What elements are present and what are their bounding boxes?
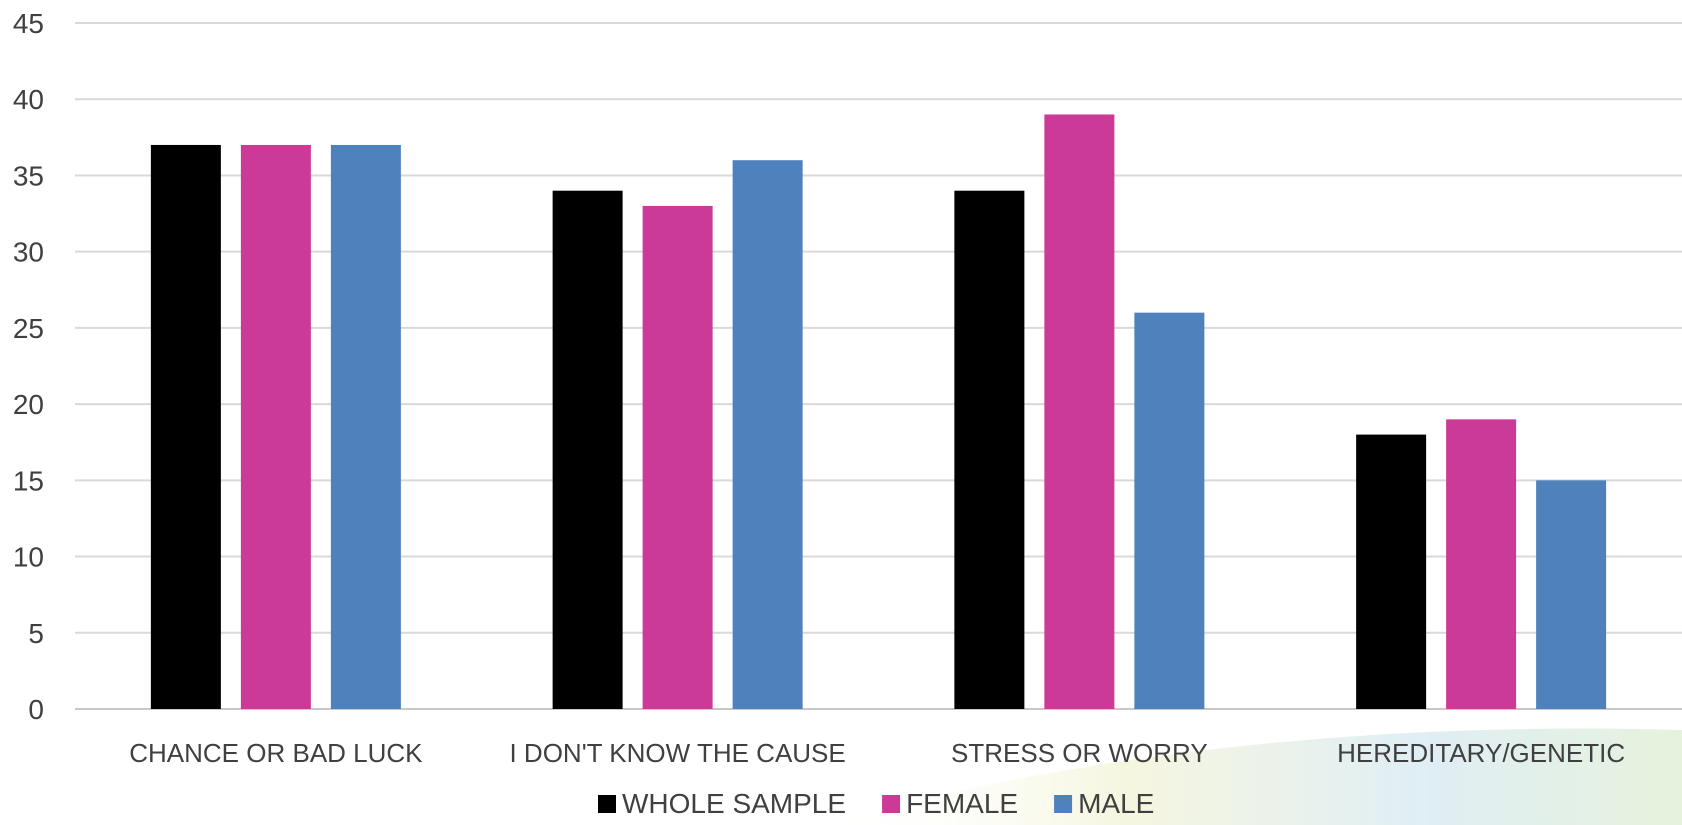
bar-male bbox=[1536, 480, 1607, 709]
y-tick-label: 15 bbox=[13, 465, 44, 496]
y-tick-label: 20 bbox=[13, 389, 44, 420]
gridlines bbox=[75, 22, 1682, 710]
bar-whole-sample bbox=[1356, 434, 1427, 709]
x-category-label: I DON'T KNOW THE CAUSE bbox=[509, 738, 845, 768]
y-tick-label: 0 bbox=[28, 694, 44, 725]
bar-whole-sample bbox=[954, 190, 1025, 709]
x-category-label: HEREDITARY/GENETIC bbox=[1337, 738, 1625, 768]
x-category-label: STRESS OR WORRY bbox=[951, 738, 1208, 768]
y-axis-ticks: 0 5 10 15 20 25 30 35 40 45 bbox=[13, 8, 44, 725]
y-tick-label: 45 bbox=[13, 8, 44, 39]
bar-whole-sample bbox=[150, 144, 221, 709]
y-tick-label: 30 bbox=[13, 237, 44, 268]
x-axis-labels: CHANCE OR BAD LUCK I DON'T KNOW THE CAUSE… bbox=[129, 738, 1625, 768]
legend-swatch-whole-sample bbox=[598, 795, 616, 813]
bar-female bbox=[240, 144, 311, 709]
y-tick-label: 25 bbox=[13, 313, 44, 344]
bar-male bbox=[1134, 312, 1205, 709]
legend-label: FEMALE bbox=[906, 788, 1018, 819]
bar-female bbox=[1044, 114, 1115, 709]
bar-whole-sample bbox=[552, 190, 623, 709]
y-tick-label: 35 bbox=[13, 160, 44, 191]
legend: WHOLE SAMPLE FEMALE MALE bbox=[598, 788, 1154, 819]
legend-swatch-male bbox=[1054, 795, 1073, 813]
bars bbox=[150, 114, 1607, 709]
y-tick-label: 40 bbox=[13, 84, 44, 115]
y-tick-label: 10 bbox=[13, 542, 44, 573]
x-category-label: CHANCE OR BAD LUCK bbox=[129, 738, 423, 768]
bar-female bbox=[1446, 419, 1517, 709]
legend-swatch-female bbox=[882, 795, 901, 813]
legend-label: WHOLE SAMPLE bbox=[622, 788, 846, 819]
y-tick-label: 5 bbox=[28, 618, 44, 649]
legend-label: MALE bbox=[1078, 788, 1154, 819]
rainbow-background-decoration bbox=[820, 728, 1682, 825]
bar-male bbox=[330, 144, 401, 709]
bar-female bbox=[642, 205, 713, 709]
bar-male bbox=[732, 160, 803, 709]
